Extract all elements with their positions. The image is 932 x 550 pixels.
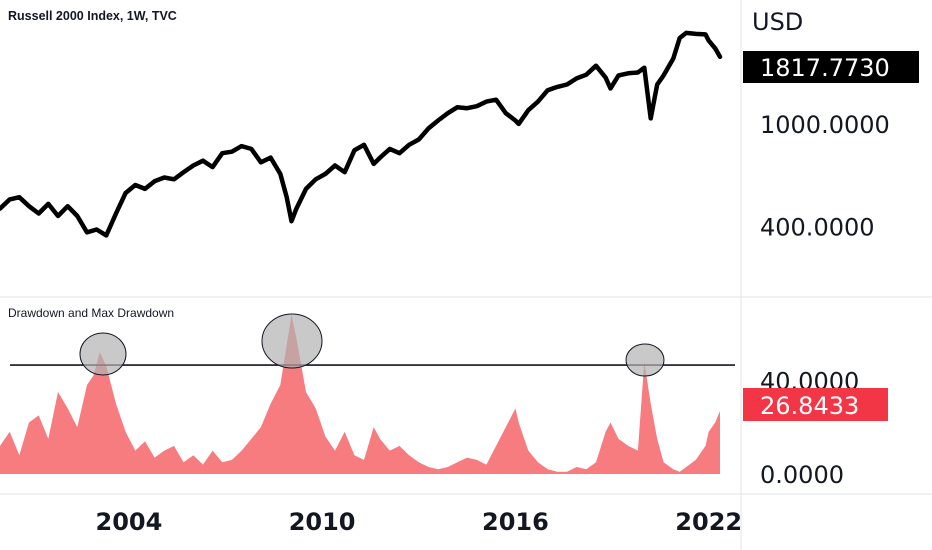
time-tick-label: 2004	[96, 508, 163, 536]
time-tick-label: 2016	[482, 508, 549, 536]
price-series-line	[0, 30, 723, 238]
peak-circle	[79, 332, 127, 376]
peak-circle	[261, 313, 323, 369]
last-drawdown-badge	[743, 388, 888, 421]
price-axis-ticks: 1000.0000 400.0000	[760, 111, 890, 242]
last-price-label: 1817.7730	[760, 54, 890, 82]
price-tick-label: 1000.0000	[760, 111, 890, 139]
drawdown-area	[0, 314, 720, 474]
time-tick-label: 2022	[675, 508, 742, 536]
last-price-badge	[743, 51, 919, 83]
price-tick-label: 400.0000	[760, 214, 875, 242]
last-drawdown-label: 26.8433	[760, 392, 859, 420]
drawdown-peak-circles	[79, 313, 665, 377]
time-tick-label: 2010	[289, 508, 356, 536]
peak-circle	[625, 343, 665, 377]
drawdown-pane-title: Drawdown and Max Drawdown	[8, 306, 174, 320]
drawdown-tick-label: 0.0000	[760, 461, 844, 489]
main-chart-title: Russell 2000 Index, 1W, TVC	[8, 9, 177, 23]
time-axis-ticks: 2004 2010 2016 2022	[96, 508, 743, 536]
price-axis-currency: USD	[752, 8, 803, 36]
